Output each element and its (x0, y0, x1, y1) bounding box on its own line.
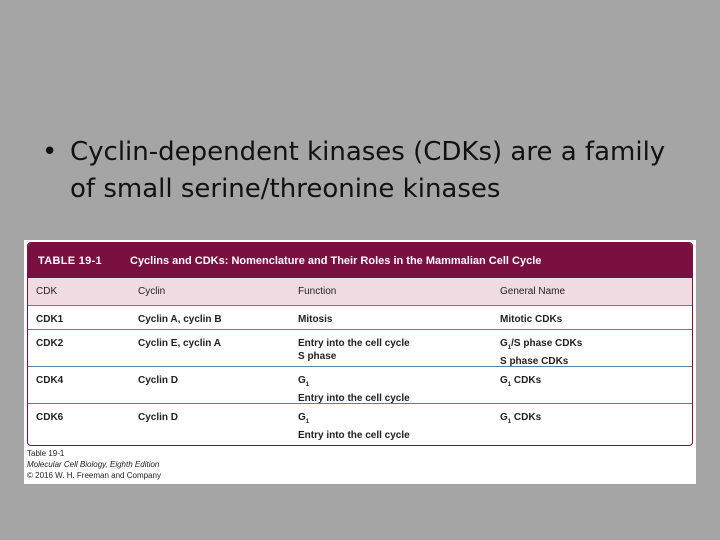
general-name-line: G1 CDKs (500, 375, 542, 388)
cell-function: G1 Entry into the cell cycle (290, 404, 492, 445)
cell-function: Mitosis (290, 306, 492, 329)
function-line: Entry into the cell cycle (298, 393, 410, 404)
bullet-text: Cyclin-dependent kinases (CDKs) are a fa… (70, 137, 666, 204)
header-general-name: General Name (500, 286, 566, 297)
function-line: G1 (298, 375, 310, 388)
function-line: Entry into the cell cycle (298, 338, 410, 349)
table-caption: Table 19-1 Molecular Cell Biology, Eight… (27, 448, 161, 481)
function-line: Entry into the cell cycle (298, 430, 410, 441)
bullet-marker: • (42, 137, 58, 167)
table-number: TABLE 19-1 (38, 254, 102, 267)
cell-cyclin: Cyclin E, cyclin A (138, 338, 221, 349)
cell-general-name: G1 CDKs (492, 367, 692, 403)
general-name-line: G1 CDKs (500, 412, 542, 425)
cell-cyclin: Cyclin D (138, 412, 179, 423)
caption-book-title: Molecular Cell Biology, Eighth Edition (27, 460, 160, 469)
general-name-line: S phase CDKs (500, 356, 569, 367)
cell-cyclin: Cyclin D (138, 375, 179, 386)
cell-cdk: CDK2 (36, 338, 64, 349)
table-row: CDK4 Cyclin D G1 Entry into the cell cyc… (28, 367, 692, 404)
table-header-row: CDK Cyclin Function General Name (28, 278, 692, 306)
function-line: S phase (298, 351, 337, 362)
bullet-point: • Cyclin-dependent kinases (CDKs) are a … (42, 134, 682, 208)
header-cyclin: Cyclin (138, 286, 166, 297)
cell-cdk: CDK4 (36, 375, 64, 386)
cell-general-name: Mitotic CDKs (492, 306, 692, 329)
cell-general-name: G1 CDKs (492, 404, 692, 445)
header-cdk: CDK (36, 286, 58, 297)
cell-cyclin: Cyclin A, cyclin B (138, 314, 222, 325)
function-line: G1 (298, 412, 310, 425)
cell-function: Entry into the cell cycle S phase (290, 330, 492, 366)
caption-table-number: Table 19-1 (27, 449, 65, 458)
table-title-bar: TABLE 19-1 Cyclins and CDKs: Nomenclatur… (28, 243, 692, 278)
table-row: CDK1 Cyclin A, cyclin B Mitosis Mitotic … (28, 306, 692, 330)
cell-general-name: G1/S phase CDKs S phase CDKs (492, 330, 692, 367)
caption-copyright: © 2016 W. H. Freeman and Company (27, 471, 161, 480)
table-figure: TABLE 19-1 Cyclins and CDKs: Nomenclatur… (24, 240, 696, 484)
function-line: Mitosis (298, 314, 333, 325)
table-row: CDK6 Cyclin D G1 Entry into the cell cyc… (28, 404, 692, 445)
cell-cdk: CDK6 (36, 412, 64, 423)
general-name-line: Mitotic CDKs (500, 314, 563, 325)
table-title: Cyclins and CDKs: Nomenclature and Their… (130, 254, 542, 267)
table: TABLE 19-1 Cyclins and CDKs: Nomenclatur… (27, 242, 693, 446)
table-row: CDK2 Cyclin E, cyclin A Entry into the c… (28, 330, 692, 367)
cell-cdk: CDK1 (36, 314, 64, 325)
header-function: Function (298, 286, 337, 297)
general-name-line: G1/S phase CDKs (500, 338, 583, 351)
cell-function: G1 Entry into the cell cycle (290, 367, 492, 404)
